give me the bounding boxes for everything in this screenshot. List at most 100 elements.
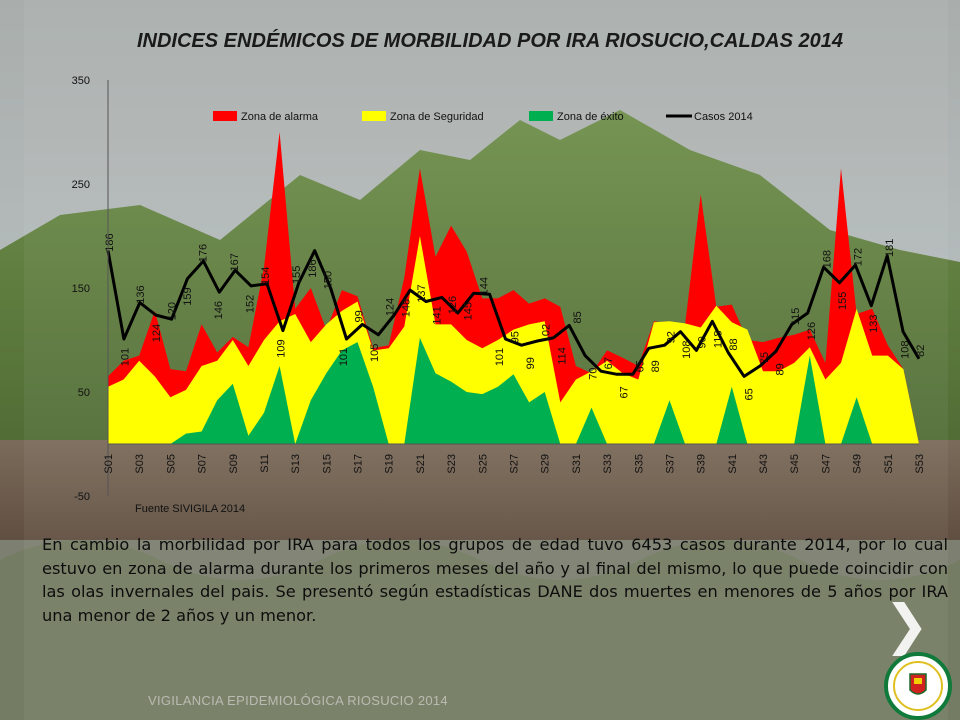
series-area-zona-de-seguridad [108, 236, 919, 444]
x-tick-label: S03 [134, 454, 146, 474]
data-label: 133 [868, 315, 880, 333]
x-tick-label: S11 [259, 454, 271, 473]
data-label: 67 [619, 386, 631, 398]
data-label: 102 [541, 324, 553, 342]
footer-text: VIGILANCIA EPIDEMIOLÓGICA RIOSUCIO 2014 [148, 693, 448, 708]
legend-label-zona-de-exito: Zona de éxito [557, 111, 624, 123]
data-label: 99 [354, 310, 366, 322]
data-label: 101 [338, 348, 350, 366]
data-label: 152 [244, 295, 256, 313]
data-label: 126 [806, 322, 818, 340]
series-line-casos-2014 [106, 249, 921, 378]
data-label: 168 [821, 250, 833, 268]
data-label: 124 [385, 298, 397, 316]
data-label: 65 [743, 388, 755, 400]
data-label: 172 [853, 248, 865, 266]
x-tick-label: S27 [509, 454, 521, 474]
y-tick-label: 250 [72, 179, 90, 191]
data-label: 67 [603, 357, 615, 369]
legend-swatch-zona-de-exito [529, 111, 553, 121]
chart-axes: -50 50 150 250 350 S01 S03 S05 S07 S09 S11 S13 S15 S1… [72, 75, 926, 503]
x-tick-label: S39 [696, 454, 708, 474]
chart-legend: Zona de alarma Zona de Seguridad Zona de é… [213, 111, 753, 123]
x-tick-label: S53 [914, 454, 926, 474]
x-tick-label: S05 [165, 454, 177, 474]
legend-label-zona-de-alarma: Zona de alarma [241, 111, 319, 123]
data-label: 99 [525, 357, 537, 369]
data-label: 155 [291, 266, 303, 284]
data-label: 70 [588, 367, 600, 379]
x-tick-label: S35 [633, 454, 645, 474]
chart-title: INDICES ENDÉMICOS DE MORBILIDAD POR IRA … [136, 30, 843, 52]
data-label: 148 [400, 299, 412, 317]
chevron-right-icon: ❯ [884, 593, 930, 656]
data-label: 75 [759, 352, 771, 364]
data-label: 65 [634, 360, 646, 372]
data-label: 144 [478, 277, 490, 295]
data-label: 145 [463, 302, 475, 320]
data-label: 90 [697, 336, 709, 348]
legend-label-zona-de-seguridad: Zona de Seguridad [390, 111, 484, 123]
data-label: 114 [556, 347, 568, 365]
data-label: 92 [666, 331, 678, 343]
legend-swatch-zona-de-alarma [213, 111, 237, 121]
data-label: 105 [369, 344, 381, 362]
data-label: 124 [151, 324, 163, 342]
data-label: 155 [837, 292, 849, 310]
data-label: 167 [229, 253, 241, 271]
data-label: 137 [416, 284, 428, 302]
legend-label-casos-2014: Casos 2014 [694, 111, 753, 123]
x-tick-label: S29 [540, 454, 552, 474]
x-tick-label: S21 [415, 454, 427, 474]
data-label: 159 [182, 287, 194, 305]
data-label: 115 [790, 308, 802, 326]
data-label: 181 [884, 239, 896, 257]
y-tick-label: 50 [78, 387, 90, 399]
y-tick-label: -50 [74, 491, 90, 503]
x-tick-label: S19 [384, 454, 396, 474]
data-label: 146 [213, 301, 225, 319]
data-label: 126 [447, 296, 459, 314]
body-paragraph: En cambio la morbilidad por IRA para tod… [42, 535, 948, 625]
x-tick-label: S37 [665, 454, 677, 474]
data-label: 89 [775, 363, 787, 375]
x-tick-label: S13 [290, 454, 302, 474]
data-label: 120 [166, 302, 178, 320]
x-tick-label: S25 [477, 454, 489, 474]
x-tick-label: S07 [197, 454, 209, 474]
x-tick-label: S49 [852, 454, 864, 474]
next-slide-button[interactable]: ❯ [884, 598, 929, 652]
data-label: 95 [510, 331, 522, 343]
data-label: 176 [198, 244, 210, 262]
x-tick-label: S43 [758, 454, 770, 474]
x-tick-label: S41 [727, 454, 739, 474]
x-tick-label: S33 [602, 454, 614, 474]
data-label: 186 [104, 233, 116, 251]
y-tick-label: 150 [72, 283, 90, 295]
data-label: 85 [572, 311, 584, 323]
x-tick-label: S23 [446, 454, 458, 474]
data-label: 89 [650, 360, 662, 372]
x-tick-label: S15 [321, 454, 333, 474]
legend-swatch-zona-de-seguridad [362, 111, 386, 121]
data-label: 154 [260, 267, 272, 285]
x-tick-label: S51 [883, 454, 895, 474]
data-label: 108 [681, 341, 693, 359]
x-tick-label: S17 [353, 454, 365, 474]
data-label: 82 [915, 345, 927, 357]
x-tick-label: S09 [228, 454, 240, 474]
x-tick-label: S45 [789, 454, 801, 474]
source-note: Fuente SIVIGILA 2014 [135, 503, 246, 515]
data-label: 109 [276, 339, 288, 357]
municipal-logo [884, 652, 952, 720]
data-label: 141 [432, 306, 444, 324]
y-tick-label: 350 [72, 75, 90, 87]
data-label: 150 [322, 271, 334, 289]
data-label: 186 [307, 259, 319, 277]
data-label: 101 [120, 348, 132, 366]
data-label: 118 [712, 331, 724, 349]
series-area-zona-de-exito [108, 337, 919, 444]
data-label: 108 [899, 341, 911, 359]
